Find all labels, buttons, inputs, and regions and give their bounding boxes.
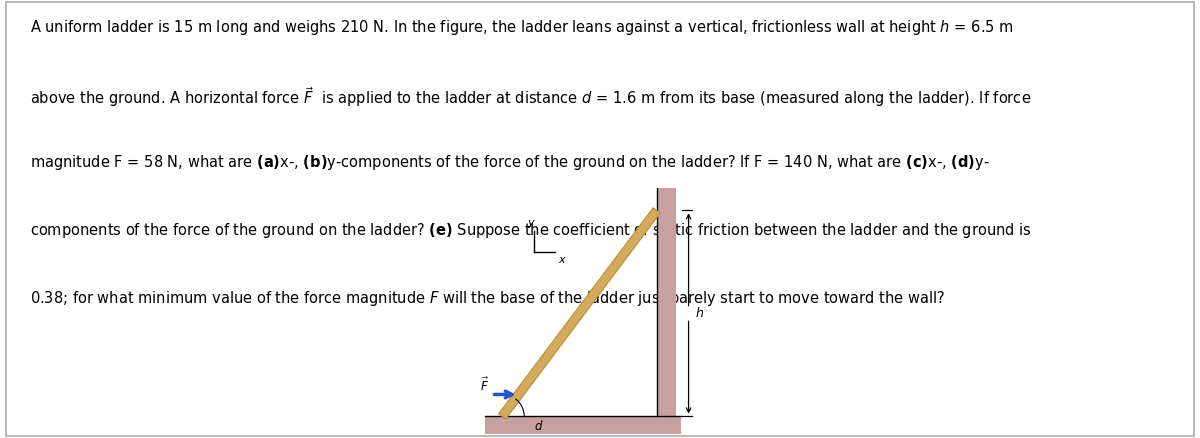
Bar <box>656 188 677 417</box>
Text: above the ground. A horizontal force $\vec{F}$  is applied to the ladder at dist: above the ground. A horizontal force $\v… <box>30 85 1031 109</box>
Text: y: y <box>527 218 534 228</box>
Text: 0.38; for what minimum value of the force magnitude $F$ will the base of the lad: 0.38; for what minimum value of the forc… <box>30 289 946 308</box>
Polygon shape <box>499 208 660 419</box>
Text: components of the force of the ground on the ladder? $\bf{(e)}$ Suppose the coef: components of the force of the ground on… <box>30 221 1032 240</box>
Text: magnitude F = 58 N, what are $\bf{(a)}$x-, $\bf{(b)}$y-components of the force o: magnitude F = 58 N, what are $\bf{(a)}$x… <box>30 153 990 172</box>
Text: A uniform ladder is 15 m long and weighs 210 N. In the figure, the ladder leans : A uniform ladder is 15 m long and weighs… <box>30 18 1014 36</box>
Text: x: x <box>558 254 565 265</box>
Text: $h$: $h$ <box>695 307 703 321</box>
Text: $\vec{F}$: $\vec{F}$ <box>480 378 490 394</box>
Text: $d$: $d$ <box>534 419 544 433</box>
Bar <box>485 417 682 434</box>
